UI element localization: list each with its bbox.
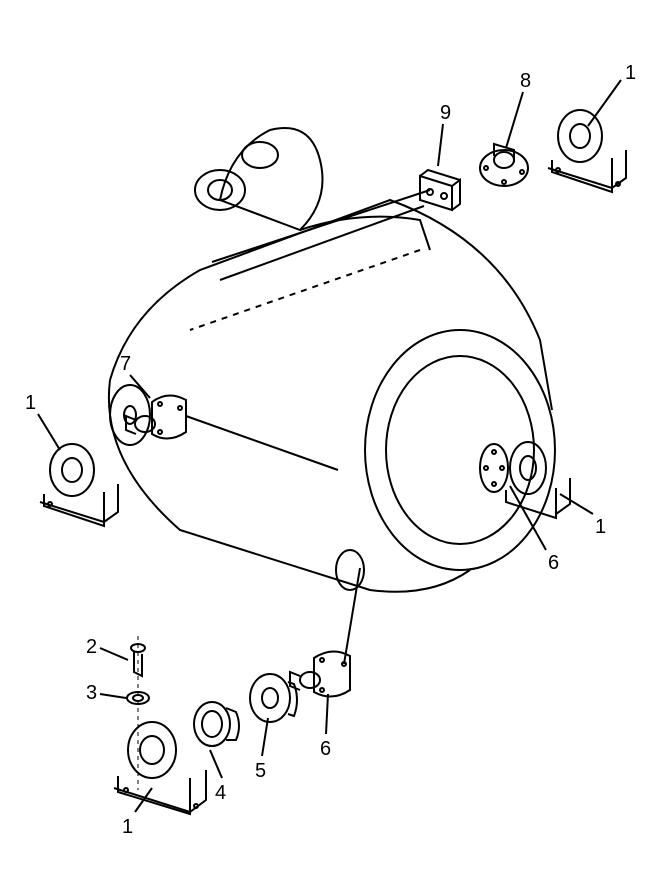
callout-label-8: 8 — [520, 70, 531, 93]
callout-label-1b: 1 — [25, 392, 36, 415]
part-6-bottom — [290, 651, 350, 696]
callout-label-9: 9 — [440, 102, 451, 125]
callout-label-1c: 1 — [595, 516, 606, 539]
engine-body — [109, 128, 555, 592]
part-6-rear-flange — [480, 444, 508, 492]
part-1-left — [40, 444, 118, 526]
callout-label-1a: 1 — [625, 62, 636, 85]
callout-label-4: 4 — [215, 782, 226, 805]
callout-line-1b — [38, 414, 60, 450]
callout-line-1a — [588, 80, 621, 126]
callout-line-5 — [262, 718, 268, 756]
callout-label-5: 5 — [255, 760, 266, 783]
part-9-block — [420, 170, 460, 210]
callout-line-2 — [100, 648, 128, 660]
callout-label-2: 2 — [86, 636, 97, 659]
callout-line-4 — [210, 750, 222, 778]
callout-label-3: 3 — [86, 682, 97, 705]
callout-label-7: 7 — [120, 353, 131, 376]
callout-line-1c — [560, 494, 593, 514]
part-8-flange — [480, 144, 528, 186]
part-1-bottom — [114, 722, 206, 814]
callout-line-7 — [130, 375, 150, 398]
callout-label-6a: 6 — [548, 552, 559, 575]
part-1-right — [506, 442, 570, 518]
callout-line-6b — [326, 694, 328, 734]
callout-line-9 — [438, 124, 443, 166]
callout-line-6a — [510, 486, 546, 550]
callout-label-6b: 6 — [320, 738, 331, 761]
callout-line-8 — [506, 92, 523, 148]
callout-line-3 — [100, 694, 126, 698]
part-1-top-right — [548, 110, 626, 192]
part-4-bushing — [194, 702, 239, 746]
callout-label-1d: 1 — [122, 816, 133, 839]
